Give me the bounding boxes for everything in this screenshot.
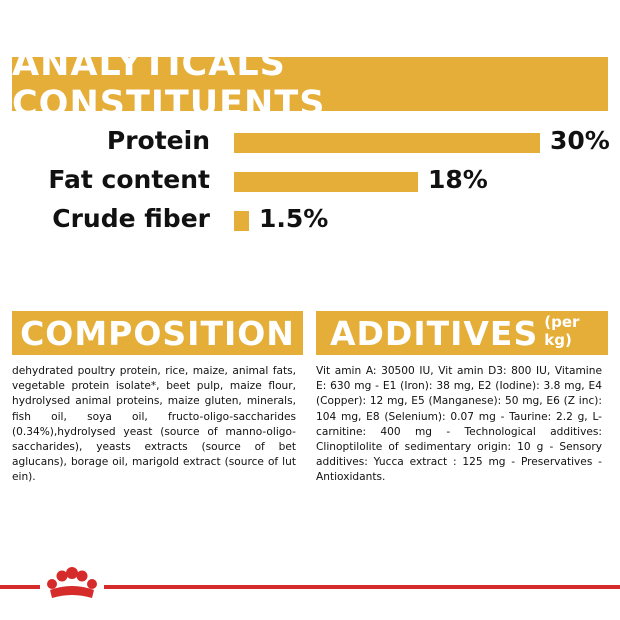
- fat-content-bar: [234, 172, 418, 192]
- crude-fiber-label: Crude fiber: [52, 204, 210, 233]
- analytical-title: ANALYTICALS CONSTITUENTS: [12, 44, 326, 124]
- additives-banner: ADDITIVES (per kg): [316, 311, 608, 355]
- crude-fiber-bar: [234, 211, 249, 231]
- protein-label: Protein: [106, 126, 210, 155]
- additives-text: Vit amin A: 30500 IU, Vit amin D3: 800 I…: [316, 365, 602, 484]
- composition-text: dehydrated poultry protein, rice, maize,…: [12, 365, 296, 484]
- crude-fiber-value: 1.5%: [259, 204, 329, 233]
- additives-title: ADDITIVES: [330, 313, 539, 353]
- protein-bar: [234, 133, 540, 153]
- fat-content-value: 18%: [428, 165, 488, 194]
- protein-value: 30%: [550, 126, 610, 155]
- composition-banner: COMPOSITION: [12, 311, 303, 355]
- crown-icon: [40, 564, 104, 604]
- footer-line: [0, 585, 620, 589]
- analytical-banner: ANALYTICALS CONSTITUENTS: [12, 44, 608, 124]
- composition-title: COMPOSITION: [20, 313, 295, 353]
- fat-content-label: Fat content: [48, 165, 210, 194]
- additives-title-suffix: (per kg): [544, 313, 580, 349]
